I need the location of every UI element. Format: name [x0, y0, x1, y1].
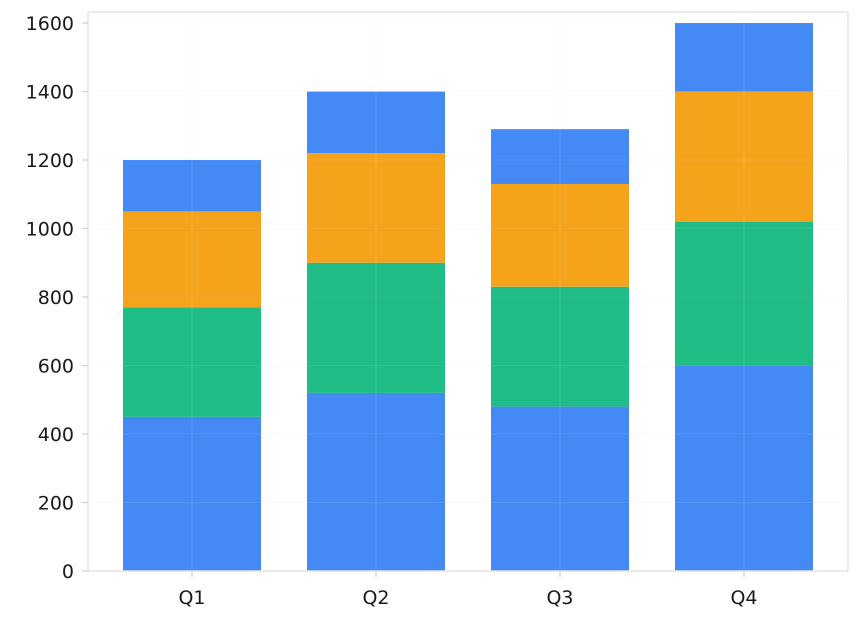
plot-frame — [87, 11, 849, 572]
bar-segment — [491, 129, 629, 184]
bar-segment — [123, 160, 261, 212]
bar-segment — [675, 23, 813, 92]
y-tick-label: 1400 — [26, 82, 74, 104]
bar-segment — [307, 153, 445, 263]
x-tick-label: Q1 — [178, 587, 205, 609]
bar-segment — [491, 406, 629, 571]
x-axis: Q1 Q2 Q3 Q4 — [178, 571, 758, 609]
bar-segment — [675, 91, 813, 222]
y-tick-label: 0 — [62, 561, 74, 583]
y-tick-label: 1000 — [26, 219, 74, 241]
y-tick-label: 600 — [38, 356, 74, 378]
y-tick-label: 400 — [38, 424, 74, 446]
bar-segment — [123, 211, 261, 308]
y-tick-label: 1600 — [26, 13, 74, 35]
bar-segment — [675, 365, 813, 571]
bar-segment — [491, 286, 629, 407]
y-axis: 0 200 400 600 800 1000 1200 1400 1600 — [26, 13, 88, 583]
x-tick-label: Q2 — [362, 587, 389, 609]
bar-segment — [675, 221, 813, 366]
bar-segment — [491, 183, 629, 287]
y-tick-label: 1200 — [26, 150, 74, 172]
bar-segment — [307, 91, 445, 154]
bar-segment — [123, 307, 261, 417]
x-tick-label: Q3 — [546, 587, 573, 609]
bar-segment — [307, 392, 445, 571]
bar-segment — [307, 262, 445, 393]
bars — [88, 12, 848, 572]
x-tick-label: Q4 — [730, 587, 757, 609]
y-tick-label: 200 — [38, 493, 74, 515]
bar-segment — [123, 416, 261, 571]
y-tick-label: 800 — [38, 287, 74, 309]
